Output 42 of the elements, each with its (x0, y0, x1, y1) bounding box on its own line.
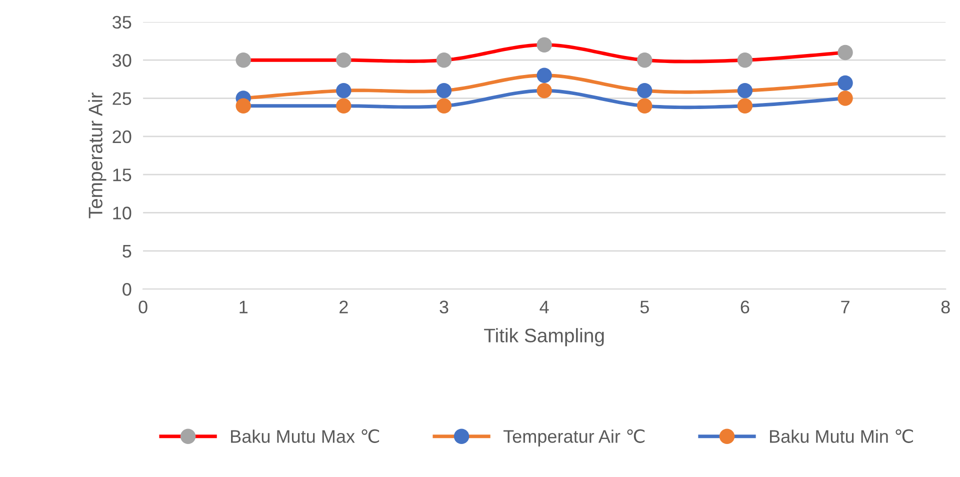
x-tick-label: 8 (941, 300, 950, 314)
point (236, 52, 251, 68)
point (436, 52, 452, 68)
point (536, 37, 552, 52)
x-axis-title: Titik Sampling (484, 328, 604, 346)
x-tick-label: 6 (740, 300, 750, 314)
point (336, 83, 352, 98)
x-tick-label: 2 (340, 300, 348, 314)
x-tick-label: 0 (138, 300, 148, 314)
point (637, 98, 652, 114)
point (236, 98, 251, 114)
point (436, 83, 452, 98)
point (838, 75, 853, 91)
point (838, 90, 853, 106)
legend-label: Temperatur Air ℃ (503, 429, 644, 446)
point (536, 83, 552, 98)
y-tick-label: 20 (112, 130, 132, 144)
legend-label: Baku Mutu Min ℃ (770, 429, 913, 443)
x-tick-label: 4 (540, 300, 549, 314)
x-tick-label: 3 (440, 300, 448, 314)
point (436, 98, 452, 114)
y-tick-label: 35 (112, 16, 132, 29)
point (536, 68, 552, 83)
legend-label: Baku Mutu Max ℃ (231, 429, 380, 443)
point (737, 52, 753, 68)
point (336, 98, 352, 114)
y-tick-label: 0 (122, 282, 132, 296)
y-tick-label: 15 (113, 168, 132, 182)
x-tick-label: 5 (640, 300, 649, 314)
x-tick-label: 1 (240, 300, 248, 314)
point (737, 98, 753, 114)
y-tick-label: 5 (122, 245, 132, 258)
y-tick-label: 25 (112, 92, 132, 105)
point (637, 83, 652, 98)
y-tick-label: 10 (113, 206, 132, 220)
point (737, 83, 753, 98)
point (637, 52, 652, 68)
point (336, 52, 352, 68)
y-tick-label: 30 (112, 54, 132, 67)
x-tick-label: 7 (841, 300, 850, 314)
y-axis-title: Temperatur Air (88, 92, 106, 218)
point (838, 44, 853, 60)
